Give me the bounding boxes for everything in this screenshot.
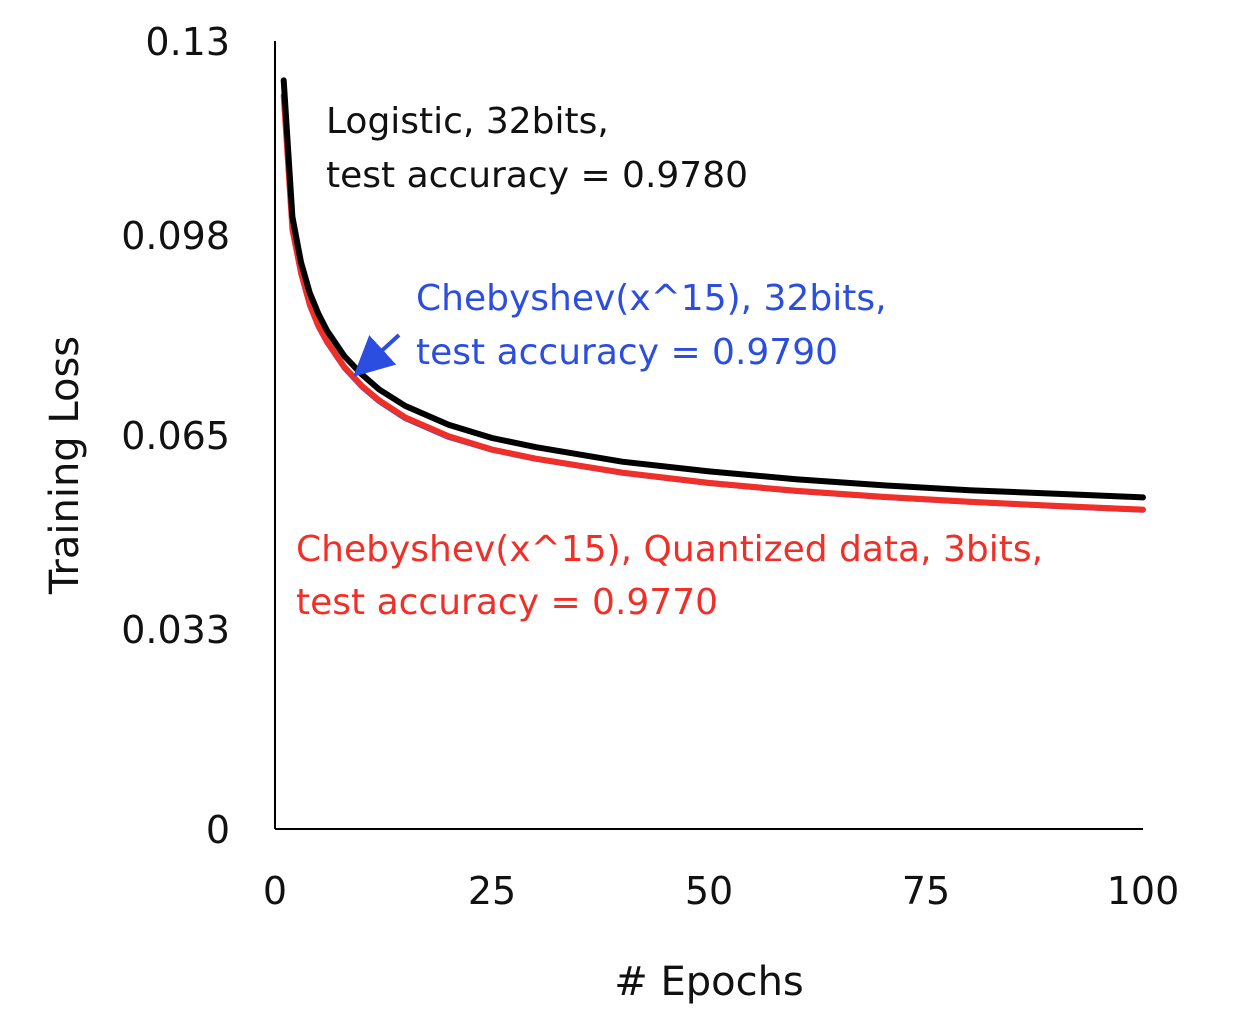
x-tick-label: 75 (902, 869, 950, 913)
x-axis-title: # Epochs (614, 959, 804, 1005)
annotation-logistic-line-2: test accuracy = 0.9780 (326, 155, 748, 196)
annotation-arrow (353, 333, 401, 377)
annotation-chebyshev-quantized: Chebyshev(x^15), Quantized data, 3bits, … (296, 529, 1043, 623)
y-tick-label: 0.033 (121, 608, 230, 652)
x-axis-ticks: 0 25 50 75 100 (263, 869, 1179, 913)
x-tick-label: 0 (263, 869, 287, 913)
y-axis-title: Training Loss (42, 336, 88, 595)
series-layer (280, 77, 1146, 513)
x-tick-label: 100 (1107, 869, 1180, 913)
annotation-logistic-line-1: Logistic, 32bits, (326, 101, 609, 142)
annotation-logistic: Logistic, 32bits, test accuracy = 0.9780 (326, 101, 748, 196)
annotation-chebyshev-32bit-line-2: test accuracy = 0.9790 (416, 332, 838, 373)
annotation-chebyshev-quantized-line-1: Chebyshev(x^15), Quantized data, 3bits, (296, 529, 1043, 570)
annotation-chebyshev-32bit: Chebyshev(x^15), 32bits, test accuracy =… (353, 278, 887, 377)
x-tick-label: 50 (685, 869, 733, 913)
y-tick-label: 0.098 (121, 214, 230, 258)
y-tick-label: 0.065 (121, 414, 230, 458)
series-line-chebyshev-quantized (280, 92, 1146, 513)
y-axis-ticks: 0 0.033 0.065 0.098 0.13 (121, 20, 230, 852)
annotation-chebyshev-32bit-line-1: Chebyshev(x^15), 32bits, (416, 278, 887, 319)
y-tick-label: 0.13 (145, 20, 230, 64)
annotation-chebyshev-quantized-line-2: test accuracy = 0.9770 (296, 582, 718, 623)
x-tick-label: 25 (468, 869, 516, 913)
y-tick-label: 0 (206, 808, 230, 852)
series-line-logistic (280, 77, 1146, 501)
